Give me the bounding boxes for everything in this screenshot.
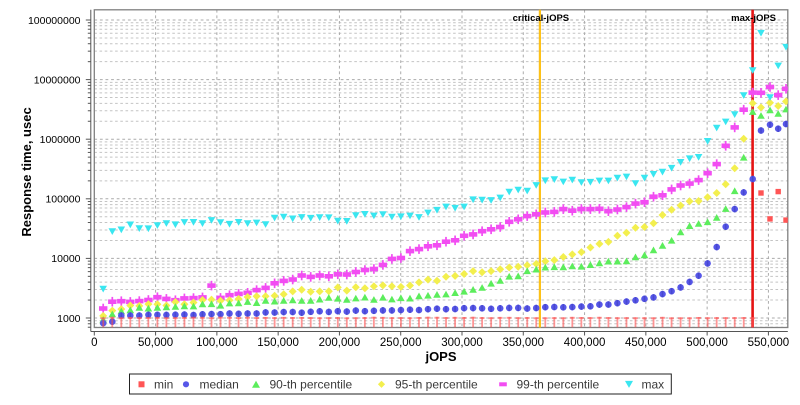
svg-text:200,000: 200,000 [319,337,361,349]
svg-text:1000: 1000 [57,313,81,325]
svg-text:Response time, usec: Response time, usec [19,107,34,236]
svg-text:10000: 10000 [51,253,80,265]
svg-text:max: max [642,378,665,392]
svg-text:100000000: 100000000 [28,15,81,27]
svg-text:500,000: 500,000 [686,337,728,349]
svg-text:300,000: 300,000 [441,337,483,349]
svg-text:1000000: 1000000 [40,134,81,146]
svg-text:jOPS: jOPS [424,349,456,364]
svg-text:0: 0 [91,337,97,349]
svg-text:100000: 100000 [45,194,80,206]
svg-text:95-th percentile: 95-th percentile [395,378,478,392]
svg-text:150,000: 150,000 [257,337,299,349]
svg-text:critical-jOPS: critical-jOPS [513,13,570,24]
svg-text:min: min [154,378,173,392]
svg-text:400,000: 400,000 [564,337,606,349]
svg-text:median: median [200,378,239,392]
svg-text:550,000: 550,000 [748,337,790,349]
svg-text:max-jOPS: max-jOPS [731,13,776,24]
svg-text:350,000: 350,000 [503,337,545,349]
svg-text:450,000: 450,000 [625,337,667,349]
svg-text:99-th percentile: 99-th percentile [517,378,600,392]
svg-text:50,000: 50,000 [138,337,173,349]
svg-text:90-th percentile: 90-th percentile [270,378,353,392]
svg-text:100,000: 100,000 [196,337,238,349]
svg-text:10000000: 10000000 [34,74,81,86]
svg-text:250,000: 250,000 [380,337,422,349]
